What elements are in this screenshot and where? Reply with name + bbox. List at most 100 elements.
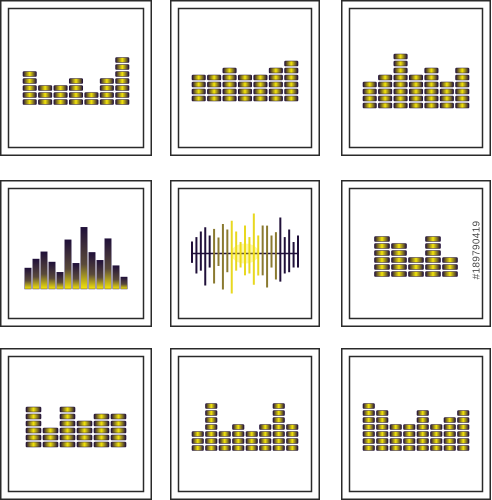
equalizer-segment xyxy=(76,427,93,434)
equalizer-segment xyxy=(284,60,299,67)
equalizer-segment xyxy=(99,85,114,91)
equalizer-segment xyxy=(93,434,110,441)
sound-wave-icon xyxy=(191,213,299,294)
equalizer-segment xyxy=(362,81,377,88)
equalizer-segment xyxy=(393,81,408,88)
equalizer-segment xyxy=(272,403,285,409)
outer-frame xyxy=(341,348,491,500)
equalizer-segment xyxy=(191,88,206,95)
equalizer-segment xyxy=(457,431,470,437)
equalizer-segment xyxy=(378,88,393,95)
stock-id-watermark: #189790419 xyxy=(471,220,483,280)
equalizer-segment xyxy=(205,403,218,409)
equalizer-segment xyxy=(457,424,470,430)
equalizer-segment xyxy=(362,102,377,109)
equalizer-segment xyxy=(455,95,470,102)
equalizer-bar xyxy=(24,267,32,290)
outer-frame xyxy=(170,180,320,327)
equalizer-segment xyxy=(25,441,42,448)
equalizer-segment xyxy=(455,81,470,88)
equalizer-segment xyxy=(253,88,268,95)
equalizer-segment xyxy=(22,99,37,105)
equalizer-bar xyxy=(40,251,48,290)
equalizer-segment xyxy=(59,434,76,441)
equalizer-segment xyxy=(408,88,424,95)
equalizer-segment xyxy=(53,85,68,91)
equalizer-segment xyxy=(42,441,59,448)
equalizer-segment xyxy=(376,424,389,430)
equalizer-segment xyxy=(284,74,299,81)
equalizer-segment xyxy=(393,102,408,109)
equalizer-segment xyxy=(443,424,456,430)
equalizer-segment xyxy=(362,403,375,409)
equalizer-segment xyxy=(403,431,416,437)
equalizer-segmented-icon-4 xyxy=(374,236,458,277)
equalizer-segment xyxy=(259,438,272,444)
equalizer-segment xyxy=(53,92,68,98)
equalizer-segment xyxy=(430,438,443,444)
outer-frame xyxy=(341,0,491,156)
equalizer-segmented-icon-3 xyxy=(362,53,470,109)
equalizer-solid-bars-icon xyxy=(24,226,128,290)
equalizer-segment xyxy=(237,88,253,95)
equalizer-segment xyxy=(393,67,408,74)
equalizer-segment xyxy=(376,417,389,423)
equalizer-solid-bars-icon-tile xyxy=(0,180,152,327)
equalizer-segment xyxy=(191,81,206,88)
equalizer-segment xyxy=(378,81,393,88)
equalizer-segment xyxy=(68,78,84,84)
equalizer-segment xyxy=(205,445,218,451)
equalizer-segment xyxy=(424,95,439,102)
equalizer-segment xyxy=(393,60,408,67)
equalizer-segment xyxy=(76,434,93,441)
equalizer-segment xyxy=(110,441,127,448)
equalizer-bar xyxy=(120,276,128,290)
equalizer-segment xyxy=(207,81,222,88)
equalizer-segment xyxy=(237,81,253,88)
equalizer-segment xyxy=(272,445,285,451)
equalizer-segmented-icon-1-tile xyxy=(0,0,152,156)
equalizer-segment xyxy=(59,420,76,427)
inner-frame xyxy=(348,355,484,493)
equalizer-segment xyxy=(362,445,375,451)
equalizer-segment xyxy=(110,420,127,427)
equalizer-segment xyxy=(207,74,222,81)
equalizer-segment xyxy=(93,441,110,448)
outer-frame xyxy=(170,0,320,156)
sound-wave-icon-tile xyxy=(170,180,320,327)
equalizer-segment xyxy=(253,74,268,81)
equalizer-segment xyxy=(76,441,93,448)
outer-frame xyxy=(0,0,152,156)
equalizer-segment xyxy=(442,264,458,270)
equalizer-segment xyxy=(232,424,245,430)
equalizer-segment xyxy=(284,95,299,102)
equalizer-segment xyxy=(115,78,130,84)
equalizer-bar xyxy=(80,226,88,290)
equalizer-segment xyxy=(416,445,429,451)
equalizer-segment xyxy=(362,417,375,423)
equalizer-segment xyxy=(403,424,416,430)
equalizer-segment xyxy=(374,243,390,249)
equalizer-segment xyxy=(408,95,424,102)
equalizer-segment xyxy=(362,88,377,95)
equalizer-bar xyxy=(72,263,80,290)
outer-frame xyxy=(170,348,320,500)
equalizer-segment xyxy=(362,95,377,102)
equalizer-segment xyxy=(259,424,272,430)
equalizer-segment xyxy=(376,431,389,437)
equalizer-segmented-icon-6 xyxy=(191,403,299,451)
equalizer-bar xyxy=(32,258,40,290)
equalizer-segment xyxy=(284,81,299,88)
equalizer-segmented-icon-1 xyxy=(22,57,130,105)
equalizer-segment xyxy=(443,417,456,423)
equalizer-segment xyxy=(424,88,439,95)
equalizer-segment xyxy=(389,445,402,451)
equalizer-segment xyxy=(393,53,408,60)
equalizer-segmented-icon-5 xyxy=(25,406,127,448)
inner-frame xyxy=(7,187,145,320)
equalizer-segment xyxy=(84,99,99,105)
equalizer-segment xyxy=(378,74,393,81)
equalizer-segment xyxy=(115,64,130,70)
equalizer-segment xyxy=(272,424,285,430)
equalizer-segment xyxy=(115,85,130,91)
